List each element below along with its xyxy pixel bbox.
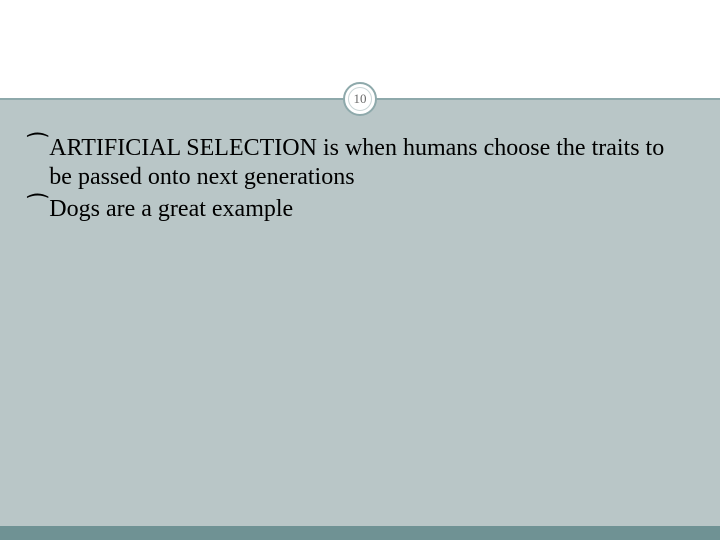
slide-header: 10 — [0, 0, 720, 100]
bullet-text: ARTIFICIAL SELECTION is when humans choo… — [49, 134, 692, 193]
list-item: ⁀ Dogs are a great example — [28, 195, 692, 224]
bullet-text: Dogs are a great example — [49, 195, 293, 224]
bullet-icon: ⁀ — [28, 134, 45, 163]
list-item: ⁀ ARTIFICIAL SELECTION is when humans ch… — [28, 134, 692, 193]
slide-footer-bar — [0, 526, 720, 540]
slide: 10 ⁀ ARTIFICIAL SELECTION is when humans… — [0, 0, 720, 540]
slide-number-badge: 10 — [343, 82, 377, 116]
bullet-icon: ⁀ — [28, 195, 45, 224]
slide-body: ⁀ ARTIFICIAL SELECTION is when humans ch… — [0, 100, 720, 526]
slide-number: 10 — [343, 82, 377, 116]
bullet-emphasis: ARTIFICIAL SELECTION — [49, 135, 317, 161]
bullet-rest: Dogs are a great example — [49, 196, 293, 222]
